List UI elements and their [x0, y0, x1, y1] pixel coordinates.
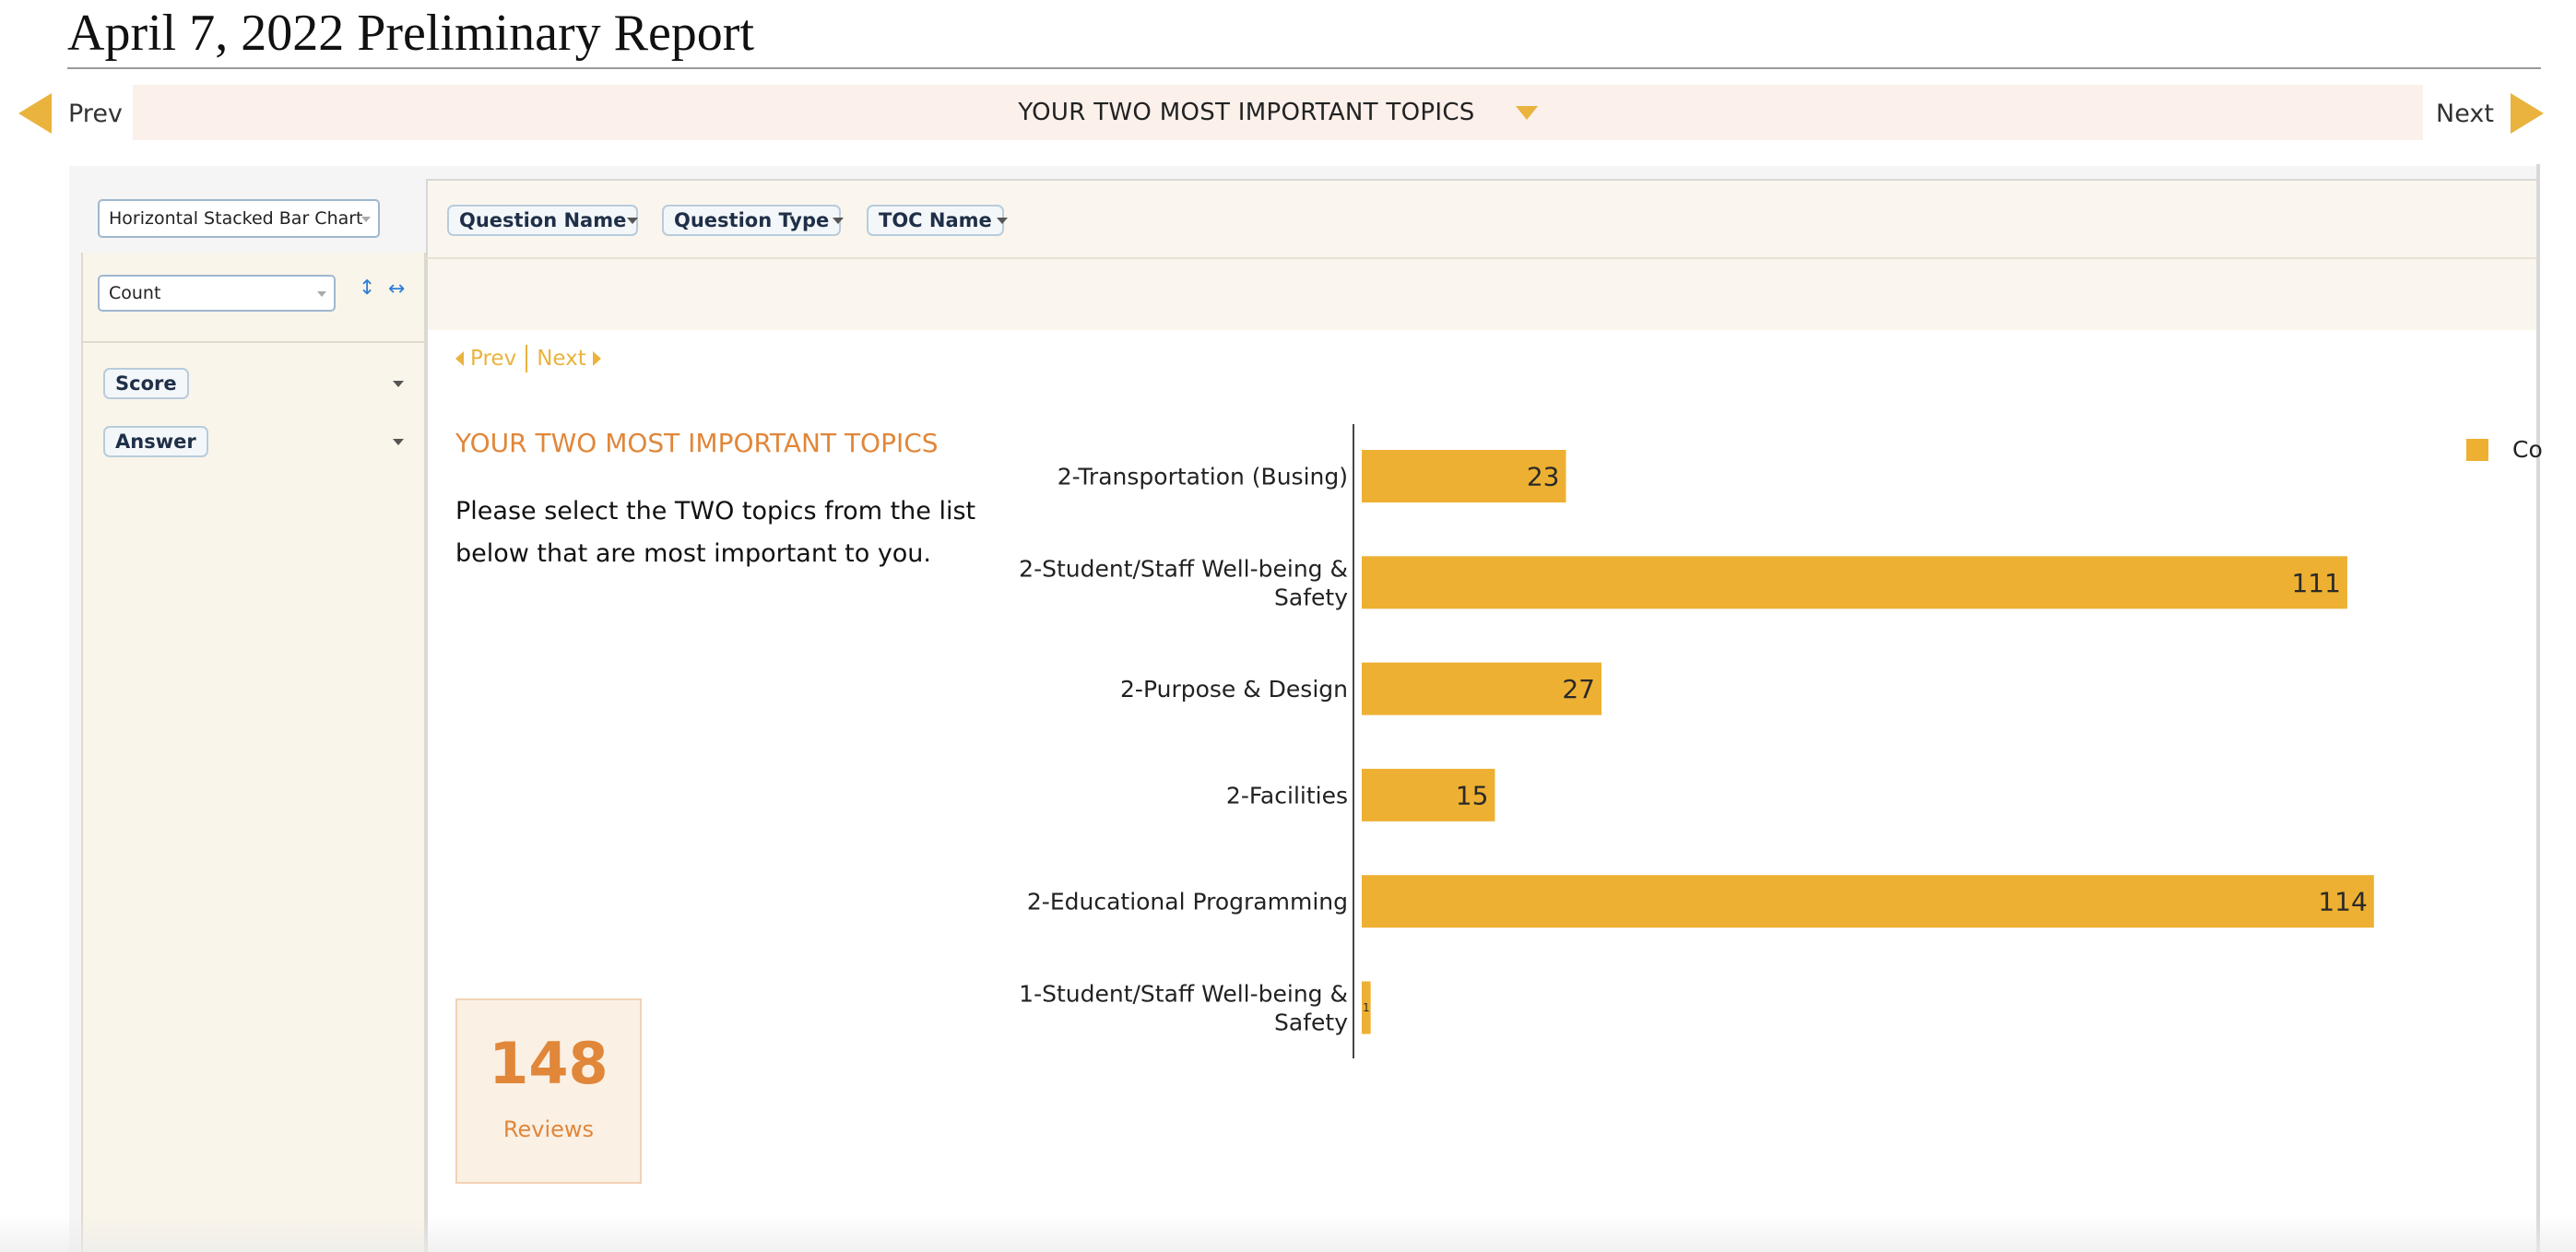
bar[interactable]: [1362, 450, 1566, 502]
chevron-down-icon[interactable]: [997, 218, 1008, 224]
category-label: 2-Transportation (Busing): [1058, 464, 1348, 490]
arrow-right-icon[interactable]: [2510, 93, 2544, 134]
vertical-resize-icon[interactable]: ↕: [359, 277, 376, 300]
measure-select[interactable]: Count: [98, 275, 336, 312]
page-title: April 7, 2022 Preliminary Report: [67, 5, 755, 62]
column-shelf: [426, 179, 2536, 330]
filter-score[interactable]: Score: [103, 368, 189, 399]
category-label: 2-Educational Programming: [1027, 889, 1348, 915]
category-label: 2-Facilities: [1226, 782, 1348, 809]
data-label: 23: [1527, 462, 1560, 492]
data-label: 1: [1363, 1001, 1370, 1014]
filter-panel: [81, 253, 426, 1252]
chart-type-value[interactable]: Horizontal Stacked Bar Chart: [109, 208, 363, 229]
section-selector[interactable]: YOUR TWO MOST IMPORTANT TOPICS: [133, 85, 2423, 140]
bar[interactable]: [1362, 981, 1371, 1034]
title-divider: [67, 67, 2541, 69]
next-question-button[interactable]: Next: [537, 347, 586, 371]
category-label: 2-Student/Staff Well-being & Safety: [1019, 555, 1348, 610]
filter-panel-divider: [81, 341, 426, 343]
shelf-question-type[interactable]: Question Type: [662, 205, 842, 236]
bar[interactable]: [1362, 768, 1495, 821]
chevron-down-icon[interactable]: [393, 381, 404, 387]
reviews-count: 148: [489, 1030, 609, 1097]
bar[interactable]: [1362, 875, 2374, 928]
measure-value[interactable]: Count: [109, 283, 161, 303]
prev-section-button[interactable]: Prev: [18, 85, 123, 142]
data-label: 114: [2318, 887, 2367, 917]
reviews-card: 148 Reviews: [455, 998, 642, 1184]
prev-section-label[interactable]: Prev: [68, 99, 123, 128]
chevron-down-icon[interactable]: [393, 439, 404, 445]
question-text: Please select the TWO topics from the li…: [455, 497, 976, 568]
legend-swatch: [2466, 439, 2488, 461]
workspace-edge: [2536, 164, 2540, 1252]
chevron-down-icon[interactable]: [1515, 105, 1538, 120]
legend-label: Co: [2512, 436, 2543, 463]
column-shelf-divider: [426, 257, 2536, 259]
prev-question-button[interactable]: Prev: [470, 347, 517, 371]
pager-divider: [526, 345, 528, 372]
chevron-down-icon[interactable]: [361, 217, 371, 222]
horizontal-resize-icon[interactable]: ↔: [388, 278, 406, 301]
caret-left-icon[interactable]: [455, 351, 464, 366]
category-label: 1-Student/Staff Well-being & Safety: [1019, 981, 1348, 1036]
next-section-label[interactable]: Next: [2436, 99, 2494, 128]
shelf-question-name[interactable]: Question Name: [447, 205, 639, 236]
next-section-button[interactable]: Next: [2436, 85, 2544, 142]
data-label: 111: [2291, 568, 2340, 598]
category-label: 2-Purpose & Design: [1120, 676, 1348, 703]
data-label: 15: [1456, 780, 1489, 810]
shelf-toc-name[interactable]: TOC Name: [867, 205, 1004, 236]
reviews-label: Reviews: [502, 1116, 595, 1142]
bar-chart: 2-Transportation (Busing) 23 2-Student/Sta…: [1019, 424, 2374, 1058]
question-pager: Prev Next: [455, 345, 601, 372]
section-navigation: Prev YOUR TWO MOST IMPORTANT TOPICS Next: [0, 85, 2576, 142]
data-label: 27: [1562, 674, 1595, 704]
chart-type-select[interactable]: Horizontal Stacked Bar Chart: [98, 199, 380, 238]
question-title: YOUR TWO MOST IMPORTANT TOPICS: [455, 428, 939, 458]
chevron-down-icon[interactable]: [317, 291, 326, 297]
filter-answer[interactable]: Answer: [103, 426, 208, 457]
bar[interactable]: [1362, 556, 2347, 609]
chevron-down-icon[interactable]: [833, 218, 844, 224]
arrow-left-icon[interactable]: [18, 93, 52, 134]
section-selector-label[interactable]: YOUR TWO MOST IMPORTANT TOPICS: [1018, 99, 1475, 126]
caret-right-icon[interactable]: [592, 351, 601, 366]
chevron-down-icon[interactable]: [627, 218, 638, 224]
bar[interactable]: [1362, 662, 1602, 715]
